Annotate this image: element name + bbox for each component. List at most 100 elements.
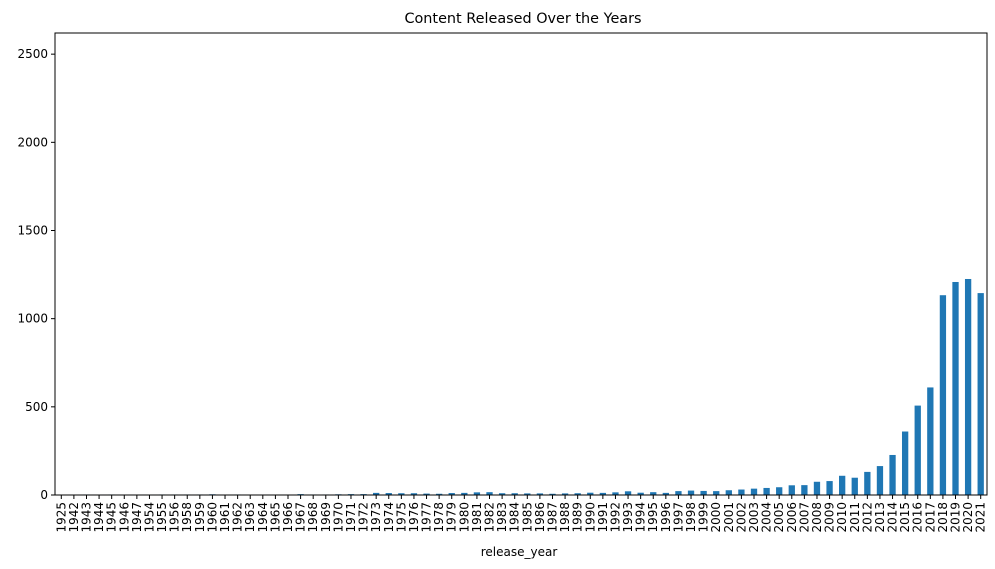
x-tick-label: 2016	[911, 502, 925, 533]
x-tick-label: 1980	[457, 502, 471, 533]
y-tick-label: 2000	[17, 135, 48, 149]
x-tick-label: 1983	[495, 502, 509, 533]
bar-1983	[498, 493, 506, 495]
bar-1982	[486, 492, 493, 495]
x-tick-label: 2015	[898, 502, 912, 533]
y-tick-label: 1500	[17, 223, 48, 237]
bar-2014	[889, 454, 896, 495]
bar-1998	[687, 490, 695, 495]
x-tick-label: 1947	[130, 502, 144, 533]
x-tick-label: 1971	[344, 502, 358, 533]
x-tick-label: 1925	[54, 502, 68, 533]
bar-1990	[587, 492, 594, 495]
x-tick-label: 1946	[117, 502, 131, 533]
x-tick-label: 1988	[558, 502, 572, 533]
bar-2004	[763, 487, 770, 495]
bar-1996	[662, 492, 669, 495]
x-tick-label: 1985	[520, 502, 534, 533]
x-tick-label: 1984	[508, 502, 522, 533]
x-tick-label: 2019	[949, 502, 963, 533]
bar-2006	[788, 485, 795, 495]
bar-1976	[410, 493, 418, 495]
x-tick-label: 1945	[105, 502, 119, 533]
bar-2010	[839, 475, 846, 495]
x-tick-label: 1964	[256, 502, 270, 533]
x-tick-label: 1993	[621, 502, 635, 533]
bar-2013	[876, 466, 884, 495]
x-tick-label: 1954	[142, 502, 156, 533]
x-tick-label: 2021	[974, 502, 988, 533]
x-tick-label: 1960	[205, 502, 219, 533]
bar-2020	[964, 278, 972, 495]
bar-1984	[511, 493, 518, 495]
bar-2000	[713, 491, 720, 495]
x-tick-label: 1994	[634, 502, 648, 533]
x-tick-label: 1973	[369, 502, 383, 533]
x-tick-label: 1943	[79, 502, 93, 533]
x-tick-label: 2007	[797, 502, 811, 533]
bar-2018	[939, 295, 947, 495]
bar-1999	[700, 490, 707, 495]
y-tick-label: 2500	[17, 47, 48, 61]
x-tick-label: 1942	[67, 502, 81, 533]
x-tick-label: 1955	[155, 502, 169, 533]
x-tick-label: 1976	[407, 502, 421, 533]
bar-2002	[738, 489, 745, 495]
bar-1994	[637, 492, 644, 495]
x-tick-label: 1979	[445, 502, 459, 533]
x-tick-label: 2002	[734, 502, 748, 533]
x-tick-label: 1990	[583, 502, 597, 533]
x-tick-label: 2000	[709, 502, 723, 533]
x-tick-label: 2013	[873, 502, 887, 533]
x-tick-label: 1965	[268, 502, 282, 533]
x-tick-label: 1989	[571, 502, 585, 533]
bar-2012	[864, 471, 871, 495]
y-axis: 0 500 1000 1500 2000 2500	[17, 47, 55, 502]
x-tick-label: 1995	[646, 502, 660, 533]
bar-1989	[574, 493, 581, 495]
x-tick-label: 2020	[961, 502, 975, 533]
x-axis: 1925194219431944194519461947195419551956…	[54, 495, 988, 533]
bar-1995	[650, 492, 657, 495]
bar-1997	[675, 491, 682, 495]
bar-1979	[448, 493, 455, 495]
chart-title: Content Released Over the Years	[404, 11, 641, 27]
bar-2021	[977, 293, 984, 495]
bar-1985	[524, 493, 531, 495]
x-tick-label: 2018	[936, 502, 950, 533]
x-tick-label: 1977	[420, 502, 434, 533]
bar-2019	[952, 281, 959, 495]
x-tick-label: 1991	[596, 502, 610, 533]
x-tick-label: 1974	[382, 502, 396, 533]
y-tick-label: 1000	[17, 312, 48, 326]
x-axis-title: release_year	[481, 545, 558, 559]
x-tick-label: 1966	[281, 502, 295, 533]
x-tick-label: 2011	[848, 502, 862, 533]
bars-group	[58, 278, 984, 495]
x-tick-label: 1961	[218, 502, 232, 533]
bar-1991	[599, 492, 607, 495]
x-tick-label: 1981	[470, 502, 484, 533]
x-tick-label: 1998	[684, 502, 698, 533]
x-tick-label: 2005	[772, 502, 786, 533]
x-tick-label: 1970	[331, 502, 345, 533]
x-tick-label: 1997	[671, 502, 685, 533]
y-tick-label: 500	[25, 400, 48, 414]
bar-2008	[813, 481, 821, 495]
x-tick-label: 2003	[747, 502, 761, 533]
x-tick-label: 1969	[319, 502, 333, 533]
bar-1992	[612, 492, 619, 495]
x-tick-label: 2014	[886, 502, 900, 533]
x-tick-label: 2006	[785, 502, 799, 533]
bar-2003	[750, 488, 758, 495]
x-tick-label: 1996	[659, 502, 673, 533]
x-tick-label: 1986	[533, 502, 547, 533]
bar-2011	[851, 477, 858, 495]
x-tick-label: 1982	[483, 502, 497, 533]
x-tick-label: 1956	[168, 502, 182, 533]
bar-2016	[914, 405, 921, 495]
x-tick-label: 1958	[180, 502, 194, 533]
x-tick-label: 1987	[545, 502, 559, 533]
